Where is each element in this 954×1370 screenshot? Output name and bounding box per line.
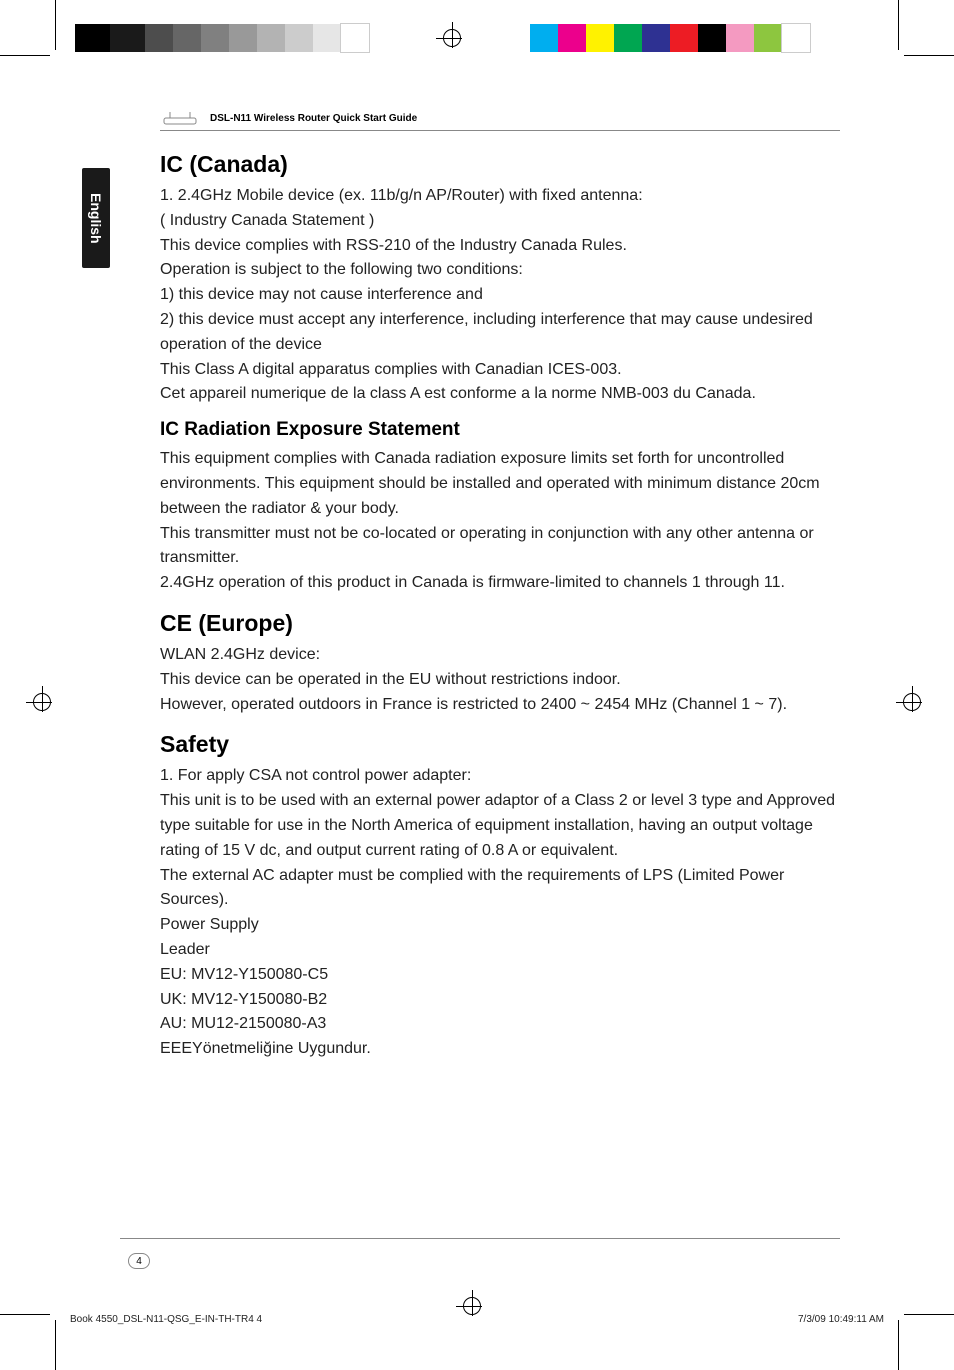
paragraph-line: Power Supply [160,913,840,938]
section-ic-radiation-body: This equipment complies with Canada radi… [160,447,840,596]
heading-ce-europe: CE (Europe) [160,610,840,637]
paragraph-line: 2.4GHz operation of this product in Cana… [160,571,840,596]
crop-mark [55,1320,56,1370]
paragraph-line: 1) this device may not cause interferenc… [160,283,840,308]
grayscale-swatch [341,24,369,52]
paragraph-line: Cet appareil numerique de la class A est… [160,382,840,407]
color-swatch [642,24,670,52]
registration-mark-icon [30,690,54,714]
crop-mark [904,1314,954,1315]
color-bar [530,24,810,52]
paragraph-line: Operation is subject to the following tw… [160,258,840,283]
color-swatch [614,24,642,52]
grayscale-swatch [257,24,285,52]
paragraph-line: This unit is to be used with an external… [160,789,840,863]
paragraph-line: UK: MV12-Y150080-B2 [160,988,840,1013]
grayscale-swatch [229,24,257,52]
paragraph-line: Leader [160,938,840,963]
document-header: DSL-N11 Wireless Router Quick Start Guid… [160,110,840,131]
page-content: DSL-N11 Wireless Router Quick Start Guid… [160,110,840,1062]
color-swatch [698,24,726,52]
paragraph-line: AU: MU12-2150080-A3 [160,1012,840,1037]
grayscale-swatch [285,24,313,52]
section-ce-europe-body: WLAN 2.4GHz device:This device can be op… [160,643,840,717]
crop-mark [904,55,954,56]
document-title: DSL-N11 Wireless Router Quick Start Guid… [210,113,417,124]
crop-mark [55,0,56,50]
color-swatch [782,24,810,52]
paragraph-line: EU: MV12-Y150080-C5 [160,963,840,988]
grayscale-swatch [201,24,229,52]
heading-ic-radiation: IC Radiation Exposure Statement [160,419,840,441]
crop-mark [0,1314,50,1315]
grayscale-swatch [75,24,110,52]
paragraph-line: This device can be operated in the EU wi… [160,668,840,693]
grayscale-bar [75,24,369,52]
router-icon [160,110,200,126]
heading-safety: Safety [160,731,840,758]
grayscale-swatch [145,24,173,52]
paragraph-line: 2) this device must accept any interfere… [160,308,840,358]
color-swatch [586,24,614,52]
section-ic-canada-body: 1. 2.4GHz Mobile device (ex. 11b/g/n AP/… [160,184,840,407]
crop-mark [898,1320,899,1370]
paragraph-line: This device complies with RSS-210 of the… [160,234,840,259]
print-footer-right: 7/3/09 10:49:11 AM [798,1314,884,1325]
color-swatch [670,24,698,52]
page-number: 4 [128,1253,150,1269]
paragraph-line: WLAN 2.4GHz device: [160,643,840,668]
paragraph-line: 1. For apply CSA not control power adapt… [160,764,840,789]
section-safety-body: 1. For apply CSA not control power adapt… [160,764,840,1062]
color-swatch [530,24,558,52]
crop-mark [0,55,50,56]
paragraph-line: However, operated outdoors in France is … [160,693,840,718]
language-tab: English [82,168,110,268]
paragraph-line: This equipment complies with Canada radi… [160,447,840,521]
paragraph-line: ( Industry Canada Statement ) [160,209,840,234]
print-footer: Book 4550_DSL-N11-QSG_E-IN-TH-TR4 4 7/3/… [70,1314,884,1325]
paragraph-line: This Class A digital apparatus complies … [160,358,840,383]
registration-mark-icon [440,26,464,50]
print-footer-left: Book 4550_DSL-N11-QSG_E-IN-TH-TR4 4 [70,1314,262,1325]
page-footer-rule: 4 [120,1238,840,1251]
paragraph-line: EEEYönetmeliğine Uygundur. [160,1037,840,1062]
heading-ic-canada: IC (Canada) [160,151,840,178]
paragraph-line: The external AC adapter must be complied… [160,864,840,914]
paragraph-line: 1. 2.4GHz Mobile device (ex. 11b/g/n AP/… [160,184,840,209]
grayscale-swatch [173,24,201,52]
paragraph-line: This transmitter must not be co-located … [160,522,840,572]
color-swatch [754,24,782,52]
crop-mark [898,0,899,50]
grayscale-swatch [110,24,145,52]
grayscale-swatch [313,24,341,52]
color-swatch [726,24,754,52]
registration-mark-icon [900,690,924,714]
color-swatch [558,24,586,52]
